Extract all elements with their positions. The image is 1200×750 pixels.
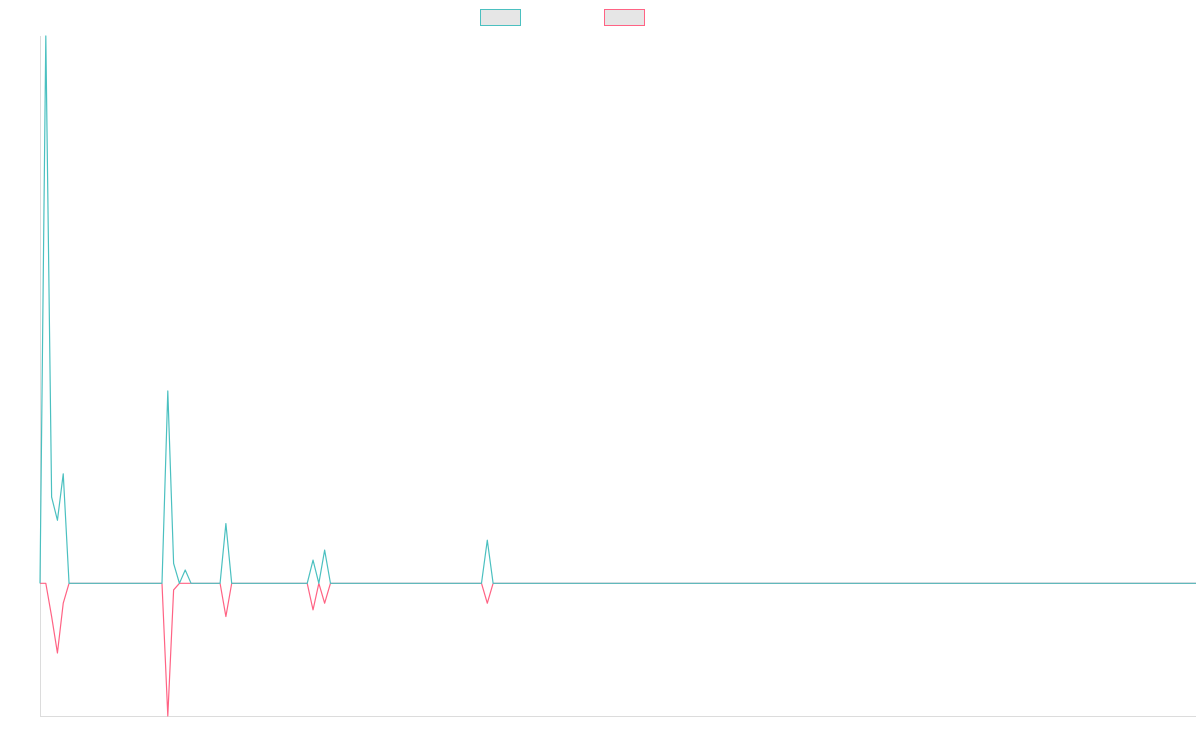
series-line-b[interactable] <box>40 582 1196 717</box>
legend-swatch-b[interactable] <box>604 9 645 26</box>
plot-area <box>39 35 1196 717</box>
legend-item-b[interactable] <box>604 9 645 26</box>
series-line-a[interactable] <box>39 35 1196 584</box>
legend-swatch-a[interactable] <box>480 9 521 26</box>
legend-item-a[interactable] <box>480 9 521 26</box>
legend <box>480 9 645 26</box>
